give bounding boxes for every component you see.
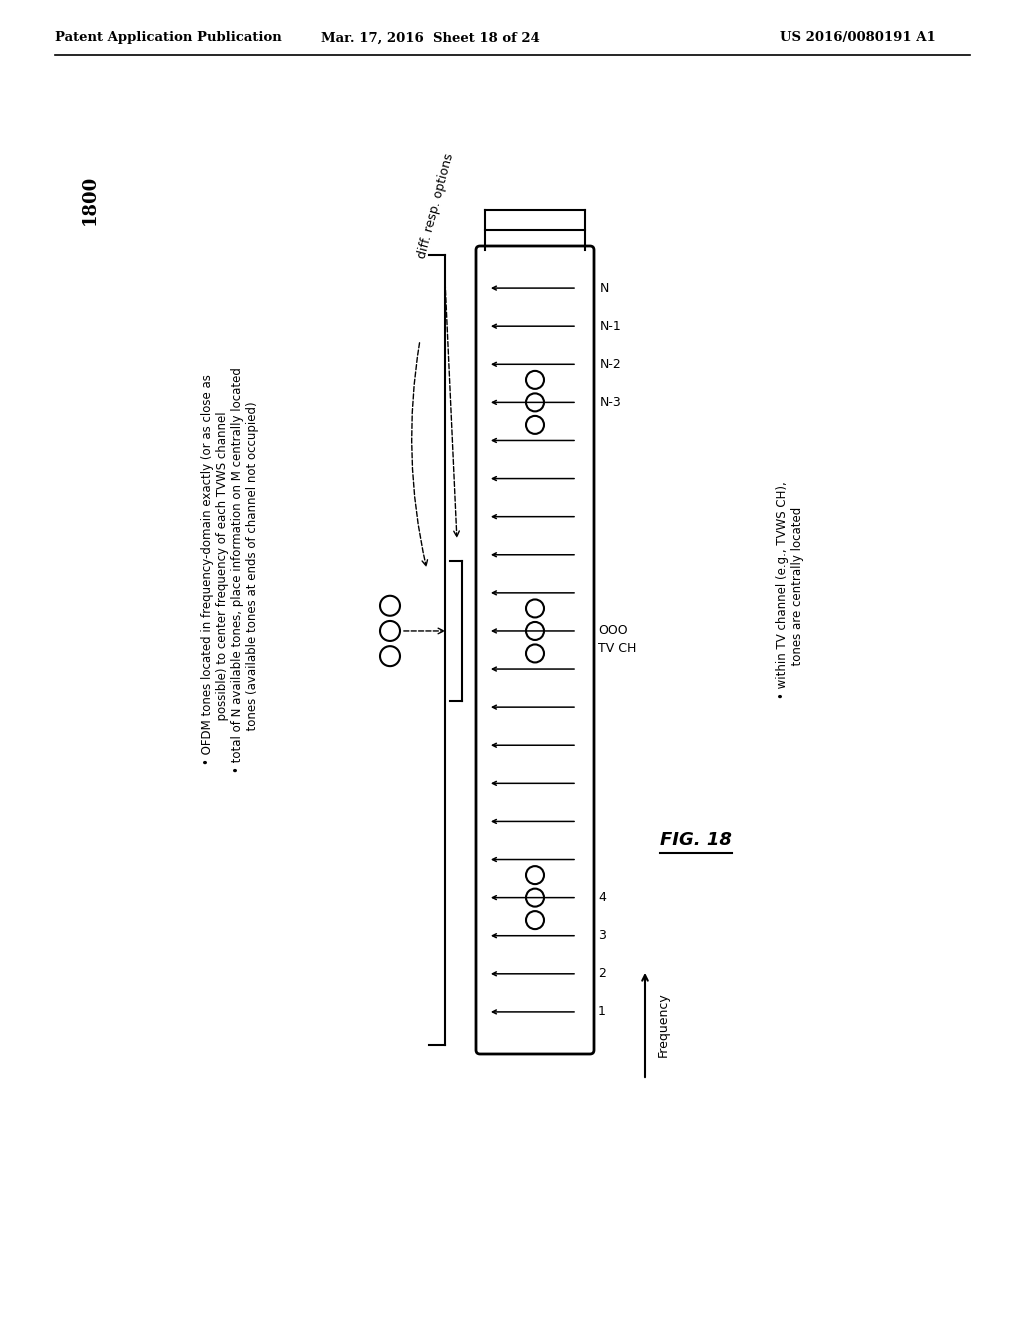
Text: OOO: OOO — [598, 624, 628, 638]
Text: N-1: N-1 — [600, 319, 622, 333]
Text: N-2: N-2 — [600, 358, 622, 371]
Text: FIG. 18: FIG. 18 — [660, 832, 732, 849]
Text: diff. resp. options: diff. resp. options — [415, 152, 456, 260]
Text: N: N — [600, 281, 609, 294]
Text: US 2016/0080191 A1: US 2016/0080191 A1 — [780, 32, 936, 45]
Text: 1800: 1800 — [81, 174, 99, 226]
Text: • OFDM tones located in frequency-domain exactly (or as close as
  possible) to : • OFDM tones located in frequency-domain… — [201, 367, 259, 774]
FancyBboxPatch shape — [476, 246, 594, 1053]
Text: Frequency: Frequency — [657, 993, 670, 1057]
Text: • within TV channel (e.g., TVWS CH),
  tones are centrally located: • within TV channel (e.g., TVWS CH), ton… — [776, 480, 804, 698]
Text: TV CH: TV CH — [598, 643, 636, 656]
Text: 1: 1 — [598, 1006, 606, 1019]
Text: Mar. 17, 2016  Sheet 18 of 24: Mar. 17, 2016 Sheet 18 of 24 — [321, 32, 540, 45]
Text: 3: 3 — [598, 929, 606, 942]
Text: 4: 4 — [598, 891, 606, 904]
Text: 2: 2 — [598, 968, 606, 981]
Text: N-3: N-3 — [600, 396, 622, 409]
Text: Patent Application Publication: Patent Application Publication — [55, 32, 282, 45]
